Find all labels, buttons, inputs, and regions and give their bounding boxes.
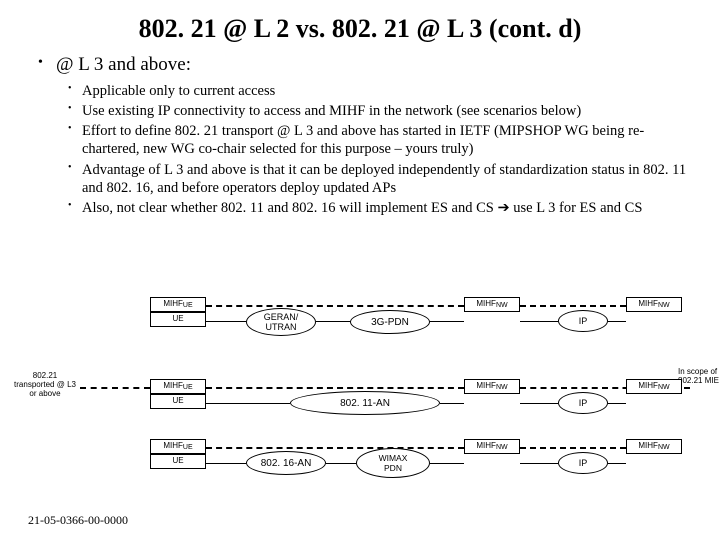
sub-bullet: Advantage of L 3 and above is that it ca… xyxy=(68,161,692,197)
mihf-ue-box: MIHFUE xyxy=(150,379,206,394)
solid-connector xyxy=(440,403,464,404)
note-right: In scope of 802.21 MIE xyxy=(678,367,720,385)
ue-box: UE xyxy=(150,454,206,469)
mihf-nw-box: MIHFNW xyxy=(626,297,682,312)
solid-connector xyxy=(430,321,464,322)
mihf-label: MIHFUE xyxy=(163,442,192,451)
slide-footer: 21-05-0366-00-0000 xyxy=(28,513,128,528)
solid-connector xyxy=(520,321,558,322)
slide-title: 802. 21 @ L 2 vs. 802. 21 @ L 3 (cont. d… xyxy=(0,0,720,54)
sub-bullet-list: Applicable only to current access Use ex… xyxy=(38,82,692,217)
mihf-nw-box: MIHFNW xyxy=(626,379,682,394)
solid-connector xyxy=(520,463,558,464)
solid-connector xyxy=(430,463,464,464)
mihf-label: MIHFNW xyxy=(638,442,669,451)
top-bullet: @ L 3 and above: xyxy=(38,54,692,76)
mihf-label: MIHFUE xyxy=(163,382,192,391)
content-area: @ L 3 and above: Applicable only to curr… xyxy=(0,54,720,217)
mihf-nw-box: MIHFNW xyxy=(626,439,682,454)
mihf-ue-box: MIHFUE xyxy=(150,297,206,312)
oval-ip: IP xyxy=(558,392,608,414)
mihf-label: MIHFNW xyxy=(638,300,669,309)
mihf-label: MIHFNW xyxy=(476,382,507,391)
dash-connector xyxy=(80,387,150,389)
mihf-nw-box: MIHFNW xyxy=(464,439,520,454)
ue-label: UE xyxy=(172,457,183,466)
solid-connector xyxy=(608,321,626,322)
solid-connector xyxy=(206,403,290,404)
solid-connector xyxy=(316,321,350,322)
dash-connector xyxy=(520,305,626,307)
mihf-label: MIHFUE xyxy=(163,300,192,309)
oval-ip: IP xyxy=(558,452,608,474)
solid-connector xyxy=(206,321,246,322)
sub-bullet: Applicable only to current access xyxy=(68,82,692,100)
oval-ip: IP xyxy=(558,310,608,332)
dash-connector xyxy=(520,447,626,449)
dash-connector xyxy=(206,447,464,449)
mihf-label: MIHFNW xyxy=(476,300,507,309)
ue-box: UE xyxy=(150,312,206,327)
dash-connector xyxy=(206,387,464,389)
oval-3gpdn: 3G-PDN xyxy=(350,310,430,334)
solid-connector xyxy=(608,403,626,404)
solid-connector xyxy=(326,463,356,464)
ue-label: UE xyxy=(172,397,183,406)
dash-connector xyxy=(206,305,464,307)
solid-connector xyxy=(608,463,626,464)
mihf-nw-box: MIHFNW xyxy=(464,297,520,312)
oval-wimax: WIMAX PDN xyxy=(356,448,430,478)
sub-bullet: Also, not clear whether 802. 11 and 802.… xyxy=(68,199,692,217)
sub-bullet: Effort to define 802. 21 transport @ L 3… xyxy=(68,122,692,158)
ue-label: UE xyxy=(172,315,183,324)
network-diagram: 802.21 transported @ L3 or above In scop… xyxy=(0,295,720,515)
mihf-nw-box: MIHFNW xyxy=(464,379,520,394)
solid-connector xyxy=(206,463,246,464)
ue-box: UE xyxy=(150,394,206,409)
sub-bullet: Use existing IP connectivity to access a… xyxy=(68,102,692,120)
mihf-label: MIHFNW xyxy=(638,382,669,391)
note-left: 802.21 transported @ L3 or above xyxy=(14,371,76,399)
oval-80216an: 802. 16-AN xyxy=(246,451,326,475)
solid-connector xyxy=(520,403,558,404)
mihf-label: MIHFNW xyxy=(476,442,507,451)
oval-80211an: 802. 11-AN xyxy=(290,391,440,415)
mihf-ue-box: MIHFUE xyxy=(150,439,206,454)
oval-geran: GERAN/ UTRAN xyxy=(246,308,316,336)
